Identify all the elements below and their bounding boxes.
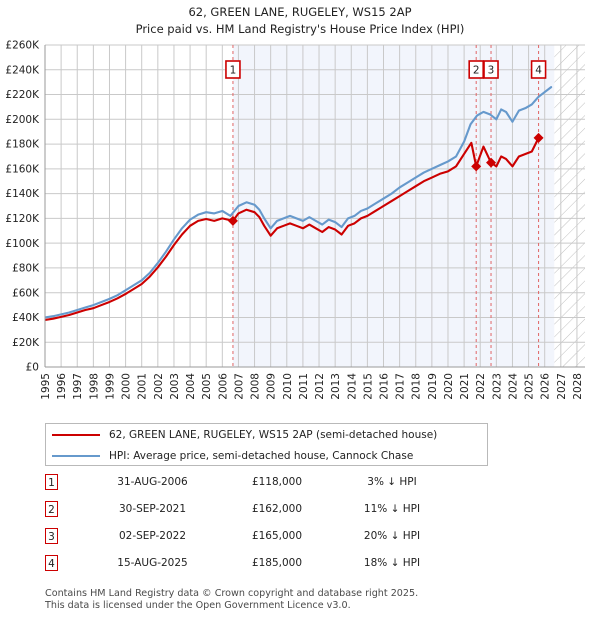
table-row: 4 15-AUG-2025 £185,000 18% ↓ HPI bbox=[45, 553, 505, 580]
property-price-line bbox=[45, 136, 540, 321]
svg-text:£220K: £220K bbox=[5, 89, 40, 101]
svg-text:2016: 2016 bbox=[379, 373, 391, 400]
transaction-price: £185,000 bbox=[251, 557, 303, 569]
svg-text:2027: 2027 bbox=[556, 373, 568, 400]
svg-text:1998: 1998 bbox=[88, 373, 100, 400]
legend-swatch-property bbox=[52, 433, 100, 436]
svg-text:£240K: £240K bbox=[5, 64, 40, 76]
transaction-date: 15-AUG-2025 bbox=[117, 557, 188, 569]
svg-text:2008: 2008 bbox=[250, 373, 262, 400]
table-row: 2 30-SEP-2021 £162,000 11% ↓ HPI bbox=[45, 499, 505, 526]
svg-text:2006: 2006 bbox=[217, 373, 229, 400]
svg-text:£200K: £200K bbox=[5, 114, 40, 126]
table-row: 3 02-SEP-2022 £165,000 20% ↓ HPI bbox=[45, 526, 505, 553]
chart-gridlines bbox=[44, 44, 585, 368]
svg-text:1996: 1996 bbox=[56, 373, 68, 400]
copyright-line: Contains HM Land Registry data © Crown c… bbox=[45, 588, 419, 599]
chart-svg: £0 £20K £40K £60K £80K £100K £120K £140K £160K £1… bbox=[5, 40, 585, 400]
transaction-hpi-delta: 3% ↓ HPI bbox=[367, 476, 417, 488]
transaction-point-markers bbox=[227, 132, 544, 226]
attribution-footer: Contains HM Land Registry data © Crown c… bbox=[45, 588, 585, 611]
svg-text:2020: 2020 bbox=[443, 373, 455, 400]
svg-text:2023: 2023 bbox=[491, 373, 503, 400]
transaction-price: £118,000 bbox=[251, 476, 303, 488]
chart-legend: 62, GREEN LANE, RUGELEY, WS15 2AP (semi-… bbox=[45, 423, 488, 466]
svg-text:£80K: £80K bbox=[12, 263, 40, 275]
svg-text:£0: £0 bbox=[26, 362, 39, 374]
svg-text:2003: 2003 bbox=[169, 373, 181, 400]
svg-text:1997: 1997 bbox=[72, 373, 84, 400]
svg-text:£160K: £160K bbox=[5, 163, 40, 175]
transaction-date: 02-SEP-2022 bbox=[118, 530, 187, 542]
svg-text:2026: 2026 bbox=[540, 373, 552, 400]
svg-text:2019: 2019 bbox=[427, 373, 439, 400]
price-history-chart: £0 £20K £40K £60K £80K £100K £120K £140K £160K £1… bbox=[5, 40, 585, 400]
chart-title-block: 62, GREEN LANE, RUGELEY, WS15 2AP Price … bbox=[0, 4, 600, 38]
licence-line: This data is licensed under the Open Gov… bbox=[45, 599, 351, 611]
page-subtitle: Price paid vs. HM Land Registry's House … bbox=[135, 22, 465, 36]
svg-text:2014: 2014 bbox=[346, 373, 358, 400]
svg-text:2015: 2015 bbox=[362, 373, 374, 400]
svg-text:£120K: £120K bbox=[5, 213, 40, 225]
svg-text:2011: 2011 bbox=[298, 373, 310, 400]
svg-text:2018: 2018 bbox=[411, 373, 423, 400]
svg-text:£20K: £20K bbox=[12, 337, 40, 349]
svg-text:£180K: £180K bbox=[5, 139, 40, 151]
legend-item-property: 62, GREEN LANE, RUGELEY, WS15 2AP (semi-… bbox=[46, 424, 487, 445]
svg-text:2021: 2021 bbox=[459, 373, 471, 400]
page-title: 62, GREEN LANE, RUGELEY, WS15 2AP bbox=[188, 5, 412, 19]
svg-text:2009: 2009 bbox=[266, 373, 278, 400]
transaction-hpi-delta: 20% ↓ HPI bbox=[363, 530, 421, 542]
svg-text:2000: 2000 bbox=[121, 373, 133, 400]
svg-text:2024: 2024 bbox=[507, 373, 519, 400]
svg-text:4: 4 bbox=[535, 64, 542, 76]
svg-text:£60K: £60K bbox=[12, 287, 40, 299]
status-badge: 4 bbox=[45, 555, 58, 571]
svg-text:2022: 2022 bbox=[475, 373, 487, 400]
legend-swatch-hpi bbox=[52, 454, 100, 457]
transaction-date: 30-SEP-2021 bbox=[118, 503, 187, 515]
svg-text:1999: 1999 bbox=[104, 373, 116, 400]
x-axis-labels: 1995 1996 1997 1998 1999 2000 2001 2002 2003 2004… bbox=[40, 373, 584, 400]
svg-text:£40K: £40K bbox=[12, 312, 40, 324]
status-badge: 1 bbox=[45, 474, 58, 490]
svg-text:2010: 2010 bbox=[282, 373, 294, 400]
svg-text:2017: 2017 bbox=[395, 373, 407, 400]
svg-text:2013: 2013 bbox=[330, 373, 342, 400]
status-badge: 3 bbox=[45, 528, 58, 544]
svg-text:1: 1 bbox=[230, 64, 237, 76]
legend-label-property: 62, GREEN LANE, RUGELEY, WS15 2AP (semi-… bbox=[109, 428, 438, 441]
svg-text:2012: 2012 bbox=[314, 373, 326, 400]
svg-text:2002: 2002 bbox=[153, 373, 165, 400]
svg-text:2007: 2007 bbox=[233, 373, 245, 400]
transaction-hpi-delta: 11% ↓ HPI bbox=[363, 503, 421, 515]
y-axis-labels: £0 £20K £40K £60K £80K £100K £120K £140K £160K £1… bbox=[5, 40, 40, 374]
transaction-price: £165,000 bbox=[251, 530, 303, 542]
svg-text:3: 3 bbox=[488, 64, 495, 76]
transaction-hpi-delta: 18% ↓ HPI bbox=[363, 557, 421, 569]
transaction-price: £162,000 bbox=[251, 503, 303, 515]
legend-item-hpi: HPI: Average price, semi-detached house,… bbox=[46, 445, 487, 466]
svg-text:£260K: £260K bbox=[5, 40, 40, 52]
hpi-average-line bbox=[45, 86, 553, 319]
transaction-date: 31-AUG-2006 bbox=[117, 476, 188, 488]
svg-text:2025: 2025 bbox=[524, 373, 536, 400]
svg-text:2005: 2005 bbox=[201, 373, 213, 400]
status-badge: 2 bbox=[45, 501, 58, 517]
legend-label-hpi: HPI: Average price, semi-detached house,… bbox=[109, 449, 414, 462]
svg-text:1995: 1995 bbox=[40, 373, 52, 400]
svg-text:2004: 2004 bbox=[185, 373, 197, 400]
svg-text:2028: 2028 bbox=[572, 373, 584, 400]
table-row: 1 31-AUG-2006 £118,000 3% ↓ HPI bbox=[45, 472, 505, 499]
svg-text:£140K: £140K bbox=[5, 188, 40, 200]
svg-text:2: 2 bbox=[473, 64, 480, 76]
future-period-hatching bbox=[554, 45, 585, 367]
transactions-table: 1 31-AUG-2006 £118,000 3% ↓ HPI 2 30-SEP… bbox=[45, 472, 505, 580]
svg-text:£100K: £100K bbox=[5, 238, 40, 250]
ownership-span-shading bbox=[232, 45, 555, 367]
svg-text:2001: 2001 bbox=[137, 373, 149, 400]
